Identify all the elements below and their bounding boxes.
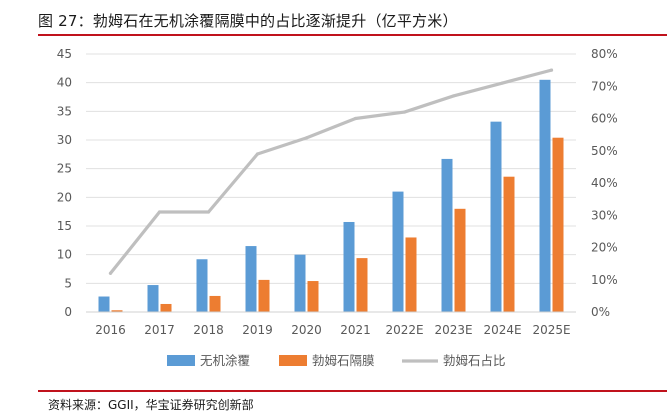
bar-boehmite-separator: [160, 303, 172, 312]
x-tick-label: 2020: [291, 323, 322, 337]
y-left-tick-label: 40: [57, 76, 72, 90]
bar-boehmite-separator: [503, 176, 515, 312]
x-tick-label: 2022E: [385, 323, 423, 337]
bar-boehmite-separator: [356, 258, 368, 312]
legend-label: 勃姆石隔膜: [312, 353, 375, 368]
legend: 无机涂覆 勃姆石隔膜 勃姆石占比: [167, 353, 506, 368]
share-point: [255, 152, 260, 156]
bar-inorganic-coating: [147, 285, 159, 312]
y-right-tick-label: 40%: [591, 176, 618, 190]
y-right-tick-label: 80%: [591, 47, 618, 61]
bar-boehmite-separator: [307, 281, 319, 312]
x-tick-label: 2018: [193, 323, 224, 337]
figure-title-bar: 图 27：勃姆石在无机涂覆隔膜中的占比逐渐提升（亿平方米）: [0, 0, 667, 38]
y-left-tick-label: 25: [57, 162, 72, 176]
bar-inorganic-coating: [539, 79, 551, 312]
y-left-tick-label: 20: [57, 190, 72, 204]
share-point: [451, 94, 456, 98]
y-right-tick-label: 30%: [591, 208, 618, 222]
axes: 0 5 10 15 20 25 30 35 40 45 0% 10% 20% 30% 40% 50% 60% 70…: [57, 47, 618, 337]
bar-inorganic-coating: [343, 221, 355, 312]
legend-swatch: [279, 355, 307, 366]
share-point: [108, 271, 113, 275]
y-right-tick-label: 0%: [591, 305, 610, 319]
bar-boehmite-separator: [454, 208, 466, 312]
y-left-tick-label: 30: [57, 133, 72, 147]
share-line-group: [108, 68, 554, 275]
share-point: [549, 68, 554, 72]
bar-inorganic-coating: [98, 296, 110, 312]
bar-inorganic-coating: [294, 254, 306, 312]
x-tick-label: 2019: [242, 323, 273, 337]
legend-label: 勃姆石占比: [443, 353, 506, 368]
bar-boehmite-separator: [258, 279, 270, 312]
bars: [98, 79, 564, 312]
x-tick-label: 2023E: [434, 323, 472, 337]
bar-boehmite-separator: [405, 237, 417, 312]
share-point: [157, 210, 162, 214]
share-point: [402, 110, 407, 114]
bar-inorganic-coating: [490, 121, 502, 312]
bar-inorganic-coating: [441, 158, 453, 312]
y-right-tick-label: 20%: [591, 241, 618, 255]
share-point: [353, 116, 358, 121]
y-left-tick-label: 45: [57, 47, 72, 61]
bar-inorganic-coating: [196, 259, 208, 312]
bar-boehmite-separator: [111, 310, 123, 312]
y-right-tick-label: 50%: [591, 144, 618, 158]
bottom-red-rule: [38, 390, 667, 392]
grid-lines: [86, 53, 576, 284]
share-point: [500, 81, 505, 85]
share-line: [108, 68, 554, 275]
x-tick-label: 2016: [95, 323, 126, 337]
bar-inorganic-coating: [392, 191, 404, 312]
legend-label: 无机涂覆: [200, 353, 251, 368]
x-tick-label: 2025E: [532, 323, 570, 337]
x-tick-label: 2017: [144, 323, 175, 337]
y-left-tick-label: 10: [57, 248, 72, 262]
source-note: 资料来源：GGII，华宝证券研究创新部: [48, 398, 254, 412]
x-tick-label: 2021: [340, 323, 371, 337]
y-left-tick-label: 0: [64, 305, 72, 319]
bar-boehmite-separator: [552, 137, 564, 312]
share-point: [304, 136, 309, 140]
share-point: [206, 210, 211, 214]
bar-boehmite-separator: [209, 295, 221, 312]
bar-inorganic-coating: [245, 246, 257, 312]
y-right-tick-label: 70%: [591, 79, 618, 93]
legend-swatch: [167, 355, 195, 366]
y-right-tick-label: 60%: [591, 112, 618, 126]
y-left-tick-label: 5: [64, 276, 72, 290]
y-left-tick-label: 15: [57, 219, 72, 233]
x-tick-label: 2024E: [483, 323, 521, 337]
y-right-tick-label: 10%: [591, 273, 618, 287]
figure-title: 图 27：勃姆石在无机涂覆隔膜中的占比逐渐提升（亿平方米）: [38, 12, 458, 30]
top-red-rule: [38, 34, 667, 36]
y-left-tick-label: 35: [57, 104, 72, 118]
